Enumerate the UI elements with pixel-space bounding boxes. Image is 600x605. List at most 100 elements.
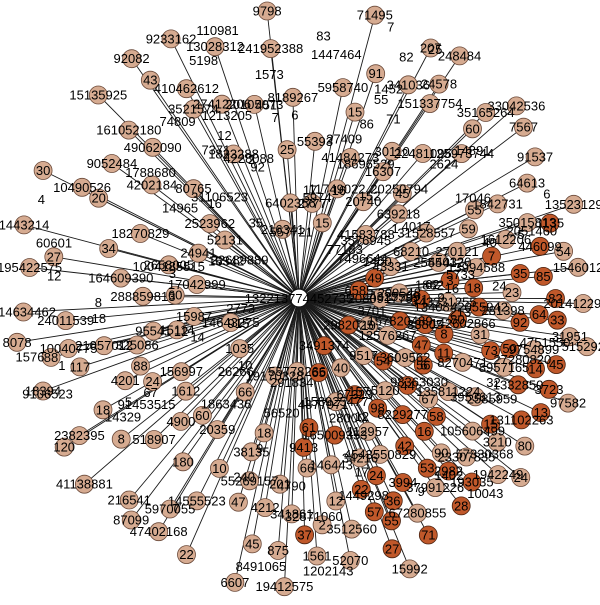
graph-node-dark[interactable] <box>439 461 458 481</box>
graph-node-light[interactable] <box>144 430 164 449</box>
graph-node-light[interactable] <box>161 29 181 49</box>
graph-node-light[interactable] <box>568 257 588 277</box>
graph-node-light[interactable] <box>416 223 436 243</box>
graph-node-dark[interactable] <box>481 414 501 434</box>
graph-node-dark[interactable] <box>540 213 560 233</box>
graph-node-light[interactable] <box>160 499 180 519</box>
graph-node-light[interactable] <box>407 503 427 523</box>
graph-node-light[interactable] <box>200 214 220 234</box>
graph-node-light[interactable] <box>205 37 225 57</box>
graph-node-dark[interactable] <box>510 264 530 283</box>
graph-node-light[interactable] <box>54 437 74 457</box>
graph-node-light[interactable] <box>488 465 508 485</box>
graph-node-light[interactable] <box>176 381 196 401</box>
graph-node-dark[interactable] <box>395 436 415 456</box>
graph-node-light[interactable] <box>419 389 439 409</box>
graph-node-light[interactable] <box>119 120 139 140</box>
graph-node-light[interactable] <box>33 381 53 401</box>
graph-node-light[interactable] <box>577 337 597 357</box>
graph-node-dark[interactable] <box>426 406 446 426</box>
graph-node-light[interactable] <box>395 348 415 368</box>
graph-node-light[interactable] <box>342 519 362 539</box>
graph-node-light[interactable] <box>244 95 264 114</box>
graph-node-light[interactable] <box>70 426 89 446</box>
graph-node-light[interactable] <box>340 148 360 167</box>
graph-node-light[interactable] <box>140 70 160 90</box>
graph-node-dark[interactable] <box>526 359 545 379</box>
graph-node-dark[interactable] <box>434 324 454 344</box>
graph-node-light[interactable] <box>358 421 378 441</box>
graph-node-light[interactable] <box>456 447 476 467</box>
graph-node-light[interactable] <box>89 188 109 208</box>
graph-node-light[interactable] <box>225 573 245 592</box>
graph-node-light[interactable] <box>525 147 545 167</box>
graph-node-light[interactable] <box>184 307 204 326</box>
graph-node-light[interactable] <box>466 258 486 277</box>
graph-node-dark[interactable] <box>417 458 437 478</box>
graph-node-light[interactable] <box>273 219 293 239</box>
graph-node-dark[interactable] <box>440 271 460 290</box>
graph-node-dark[interactable] <box>345 385 365 405</box>
graph-node-light[interactable] <box>283 87 303 107</box>
graph-node-dark[interactable] <box>481 341 501 361</box>
graph-node-light[interactable] <box>389 283 409 303</box>
graph-node-light[interactable] <box>235 382 255 402</box>
graph-node-light[interactable] <box>215 230 235 250</box>
graph-node-light[interactable] <box>75 474 94 494</box>
graph-node-light[interactable] <box>207 420 227 440</box>
graph-node-light[interactable] <box>524 340 544 360</box>
graph-node-light[interactable] <box>287 361 307 381</box>
graph-node-light[interactable] <box>265 366 284 386</box>
graph-node-light[interactable] <box>573 294 593 313</box>
graph-node-light[interactable] <box>192 405 212 425</box>
graph-node-light[interactable] <box>130 224 150 243</box>
graph-node-light[interactable] <box>177 545 196 564</box>
graph-node-light[interactable] <box>13 302 33 322</box>
graph-node-dark[interactable] <box>366 466 386 486</box>
graph-node-light[interactable] <box>511 468 531 487</box>
graph-node-light[interactable] <box>127 335 147 355</box>
graph-node-light[interactable] <box>228 492 248 512</box>
graph-node-light[interactable] <box>142 175 162 195</box>
graph-node-light[interactable] <box>242 534 262 554</box>
graph-node-light[interactable] <box>378 325 398 345</box>
graph-node-light[interactable] <box>149 522 169 542</box>
graph-node-light[interactable] <box>438 292 458 312</box>
graph-node-dark[interactable] <box>339 315 358 335</box>
graph-node-light[interactable] <box>429 252 449 272</box>
graph-node-light[interactable] <box>111 268 131 288</box>
graph-node-dark[interactable] <box>390 311 410 331</box>
graph-node-light[interactable] <box>44 247 64 267</box>
graph-node-light[interactable] <box>122 49 142 69</box>
graph-node-light[interactable] <box>400 559 420 579</box>
graph-node-light[interactable] <box>131 356 150 376</box>
graph-node-light[interactable] <box>167 320 187 340</box>
graph-node-light[interactable] <box>370 444 390 464</box>
graph-node-dark[interactable] <box>398 375 418 395</box>
graph-node-dark[interactable] <box>531 403 551 423</box>
graph-node-dark[interactable] <box>299 418 319 438</box>
graph-node-light[interactable] <box>465 200 484 220</box>
graph-node-light[interactable] <box>209 458 229 478</box>
graph-node-dark[interactable] <box>415 315 435 335</box>
graph-node-light[interactable] <box>230 339 250 359</box>
graph-node-light[interactable] <box>183 99 203 119</box>
graph-node-light[interactable] <box>425 478 445 498</box>
graph-node-light[interactable] <box>70 357 90 377</box>
graph-node-light[interactable] <box>465 387 485 407</box>
graph-node-dark[interactable] <box>383 491 403 511</box>
graph-node-light[interactable] <box>327 179 347 199</box>
graph-node-dark[interactable] <box>364 502 384 522</box>
graph-node-light[interactable] <box>564 194 584 214</box>
graph-node-light[interactable] <box>14 215 34 235</box>
graph-node-light[interactable] <box>366 64 386 84</box>
graph-node-dark[interactable] <box>413 355 433 375</box>
graph-node-dark[interactable] <box>393 473 413 492</box>
graph-node-light[interactable] <box>72 177 92 197</box>
graph-node-light[interactable] <box>173 452 193 472</box>
graph-node-dark[interactable] <box>482 246 502 266</box>
graph-node-light[interactable] <box>496 229 516 249</box>
graph-node-dark[interactable] <box>510 312 530 332</box>
graph-node-light[interactable] <box>184 179 203 199</box>
graph-node-light[interactable] <box>331 358 351 378</box>
